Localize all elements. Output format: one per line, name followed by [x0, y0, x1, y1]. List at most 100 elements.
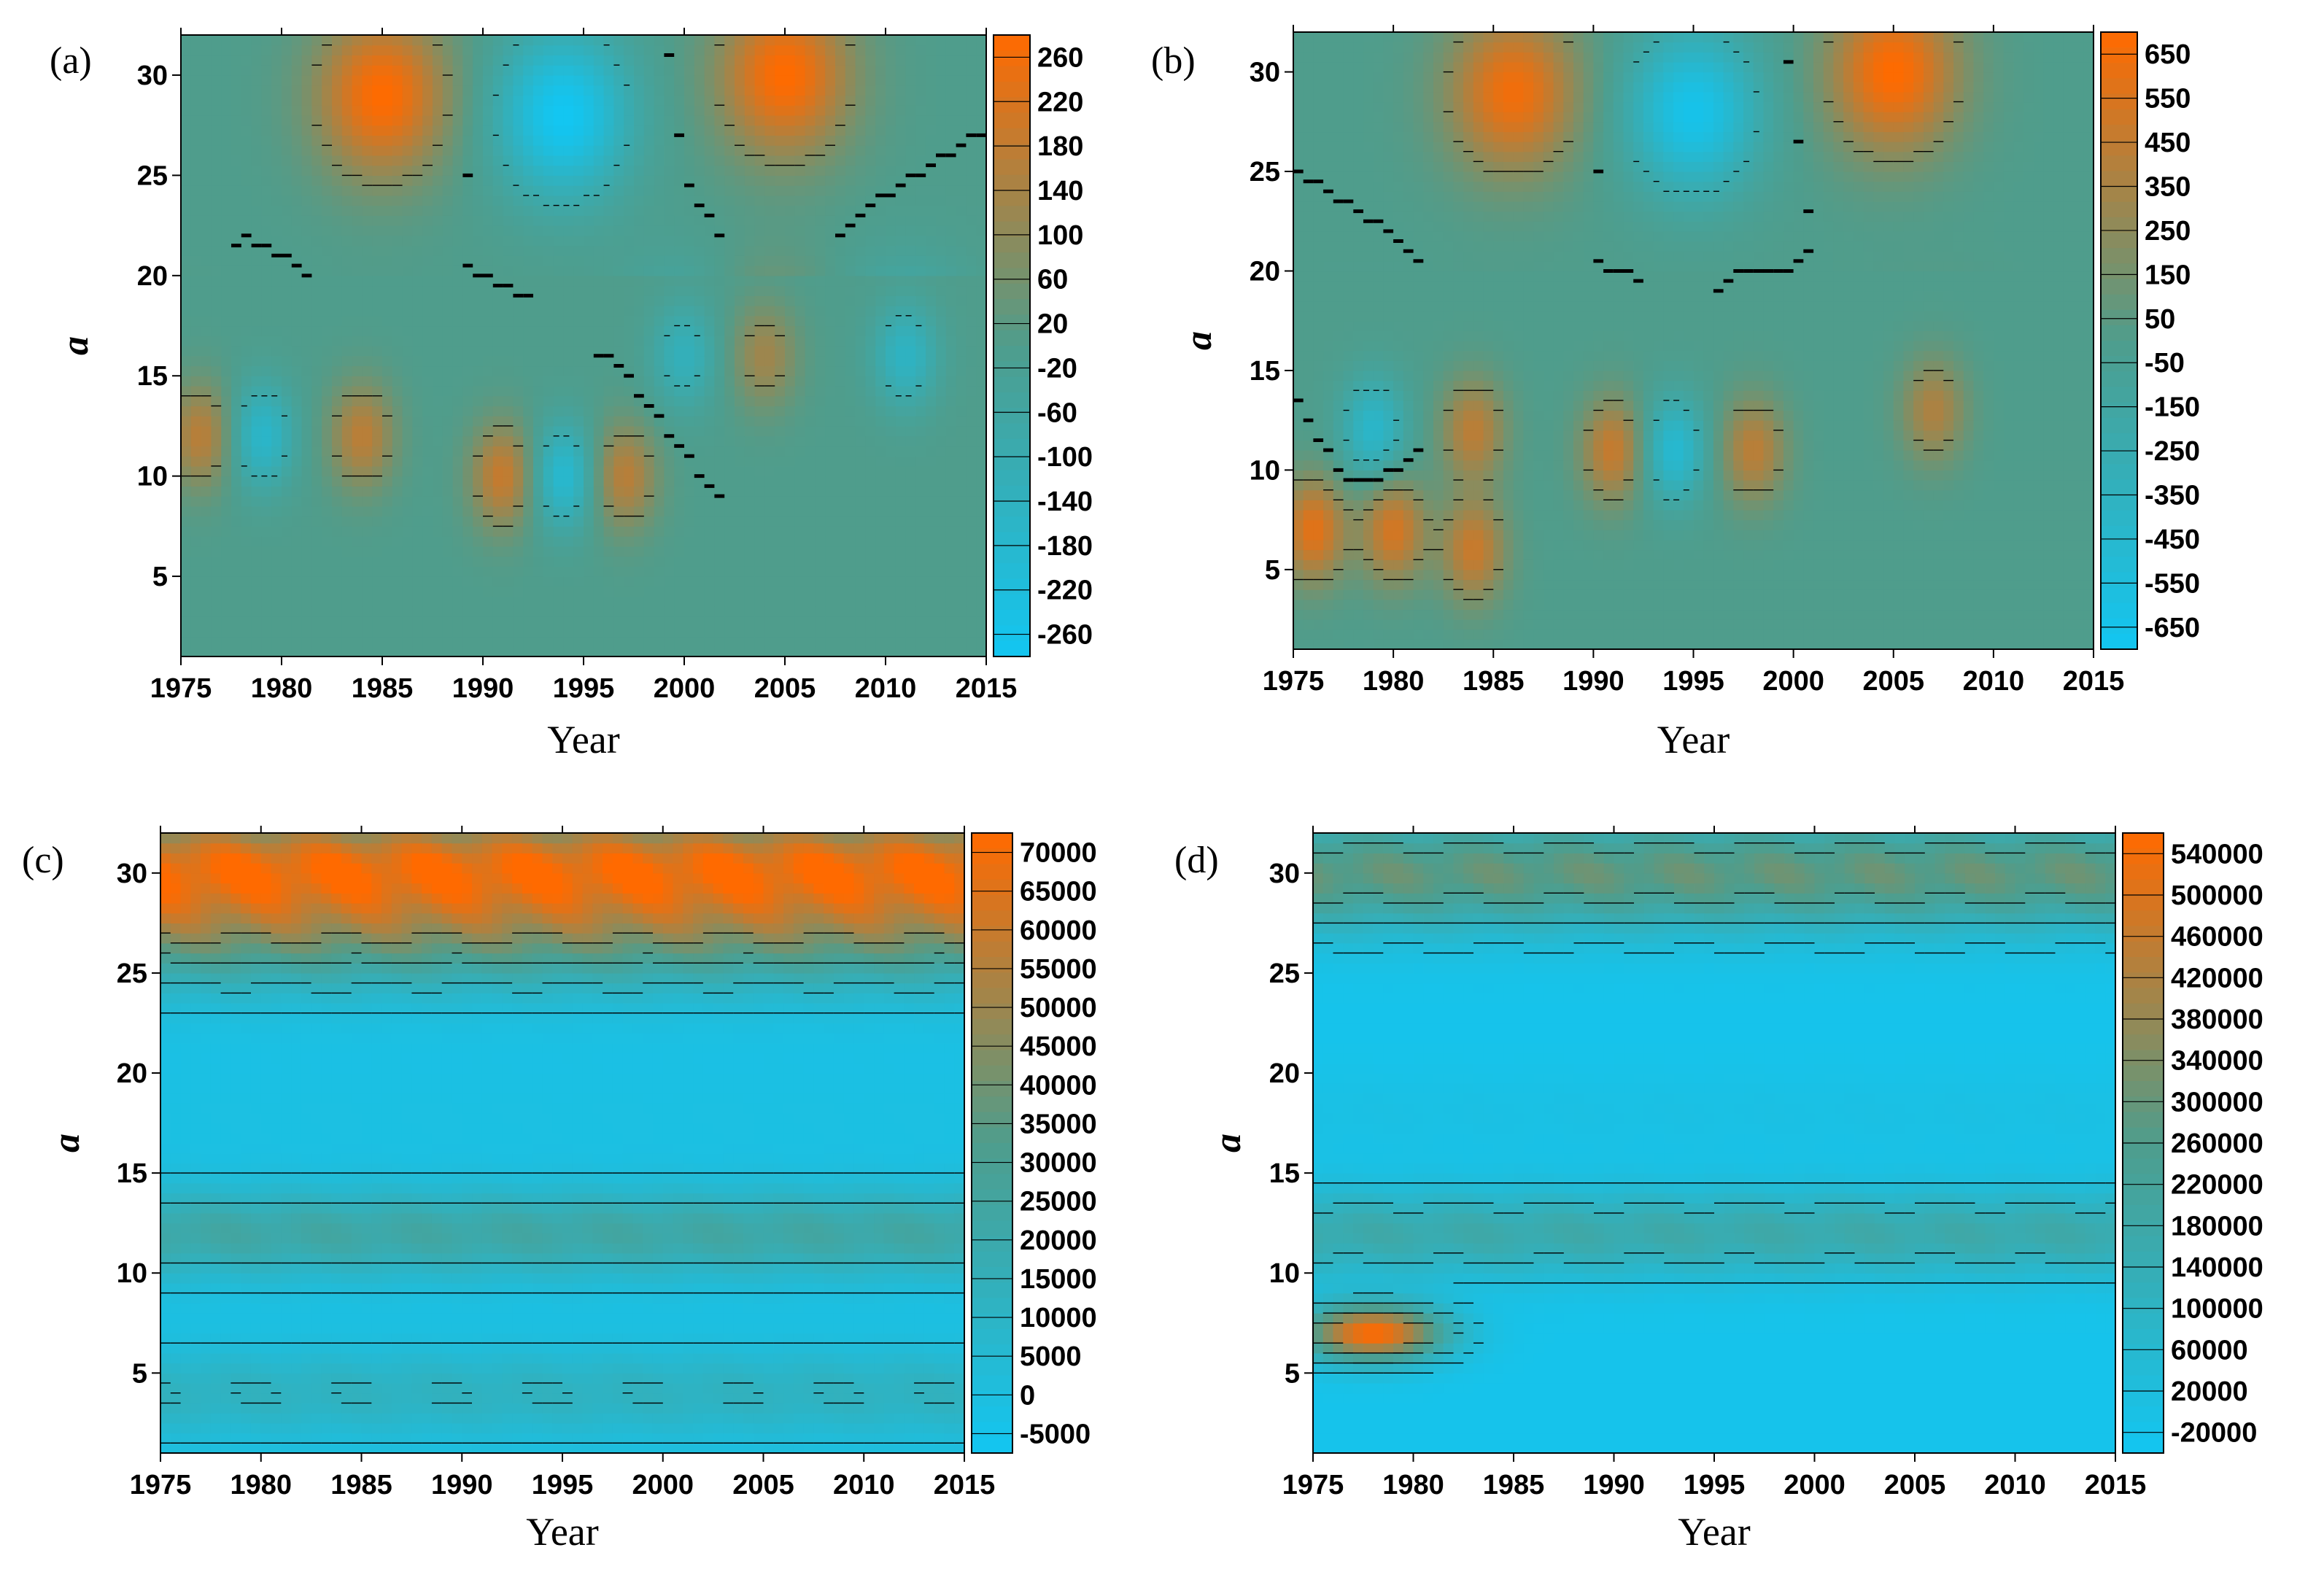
heatmap-cell — [311, 516, 322, 527]
heatmap-cell — [433, 546, 444, 557]
heatmap-cell — [966, 195, 977, 206]
heatmap-cell — [352, 245, 363, 256]
heatmap-cell — [452, 465, 463, 477]
heatmap-cell — [392, 355, 403, 367]
heatmap-cell — [624, 526, 635, 537]
heatmap-cell — [271, 175, 282, 186]
heatmap-cell — [211, 496, 222, 507]
heatmap-cell — [362, 566, 373, 577]
heatmap-cell — [785, 476, 796, 487]
heatmap-cell — [775, 185, 786, 196]
heatmap-cell — [573, 636, 584, 647]
heatmap-cell — [855, 35, 866, 46]
heatmap-cell — [945, 235, 957, 247]
heatmap-cell — [704, 215, 715, 226]
heatmap-cell — [936, 285, 947, 296]
heatmap-cell — [593, 346, 605, 357]
heatmap-cell — [684, 95, 695, 106]
heatmap-cell — [966, 85, 977, 96]
heatmap-cell — [794, 44, 806, 56]
heatmap-cell — [261, 165, 272, 176]
heatmap-cell — [412, 526, 423, 537]
heatmap-cell — [915, 346, 926, 357]
heatmap-cell — [483, 255, 494, 266]
heatmap-cell — [613, 315, 624, 327]
heatmap-cell — [291, 225, 303, 236]
heatmap-cell — [704, 125, 715, 136]
heatmap-cell — [724, 465, 735, 477]
heatmap-cell — [392, 516, 403, 527]
heatmap-cell — [905, 536, 916, 547]
heatmap-cell — [815, 416, 826, 427]
heatmap-cell — [593, 115, 605, 126]
heatmap-cell — [553, 365, 564, 376]
heatmap-cell — [915, 516, 926, 527]
heatmap-cell — [352, 546, 363, 557]
heatmap-cell — [533, 295, 544, 306]
heatmap-cell — [503, 536, 514, 547]
heatmap-cell — [211, 295, 222, 306]
heatmap-cell — [291, 395, 303, 407]
heatmap-cell — [845, 205, 856, 216]
heatmap-cell — [875, 346, 886, 357]
heatmap-cell — [311, 606, 322, 617]
heatmap-cell — [603, 65, 614, 76]
heatmap-cell — [785, 546, 796, 557]
heatmap-cell — [654, 606, 665, 617]
heatmap-cell — [181, 135, 192, 146]
heatmap-cell — [785, 416, 796, 427]
heatmap-cell — [865, 195, 876, 206]
heatmap-cell — [976, 626, 986, 638]
heatmap-cell — [473, 646, 484, 656]
heatmap-cell — [584, 395, 595, 407]
heatmap-cell — [261, 496, 272, 507]
heatmap-cell — [261, 245, 272, 256]
heatmap-cell — [201, 235, 212, 247]
heatmap-cell — [694, 255, 705, 266]
heatmap-cell — [886, 596, 896, 607]
heatmap-cell — [483, 465, 494, 477]
heatmap-cell — [392, 586, 403, 597]
heatmap-cell — [241, 225, 252, 236]
heatmap-cell — [372, 315, 383, 327]
heatmap-cell — [845, 486, 856, 497]
heatmap-cell — [956, 44, 967, 56]
heatmap-cell — [362, 266, 373, 276]
heatmap-cell — [462, 435, 473, 447]
heatmap-cell — [543, 105, 554, 116]
heatmap-cell — [886, 95, 896, 106]
heatmap-cell — [211, 336, 222, 346]
heatmap-cell — [282, 175, 293, 186]
heatmap-cell — [775, 85, 786, 96]
heatmap-cell — [886, 295, 896, 306]
heatmap-cell — [311, 566, 322, 577]
heatmap-cell — [624, 496, 635, 507]
heatmap-cell — [553, 556, 564, 567]
heatmap-cell — [462, 616, 473, 627]
heatmap-cell — [352, 325, 363, 336]
heatmap-cell — [382, 395, 393, 407]
heatmap-cell — [704, 35, 715, 46]
heatmap-cell — [523, 576, 534, 587]
heatmap-cell — [201, 185, 212, 196]
heatmap-cell — [956, 85, 967, 96]
heatmap-cell — [492, 65, 504, 76]
heatmap-cell — [190, 155, 202, 166]
heatmap-cell — [613, 235, 624, 247]
heatmap-cell — [352, 215, 363, 226]
heatmap-cell — [442, 35, 454, 46]
heatmap-cell — [473, 336, 484, 346]
heatmap-cell — [976, 616, 986, 627]
heatmap-cell — [573, 486, 584, 497]
heatmap-cell — [643, 526, 655, 537]
heatmap-cell — [613, 465, 624, 477]
heatmap-cell — [261, 385, 272, 397]
heatmap-cell — [815, 275, 826, 287]
heatmap-cell — [976, 115, 986, 126]
heatmap-cell — [412, 606, 423, 617]
heatmap-cell — [271, 85, 282, 96]
heatmap-cell — [433, 516, 444, 527]
heatmap-cell — [402, 546, 413, 557]
heatmap-cell — [492, 205, 504, 216]
